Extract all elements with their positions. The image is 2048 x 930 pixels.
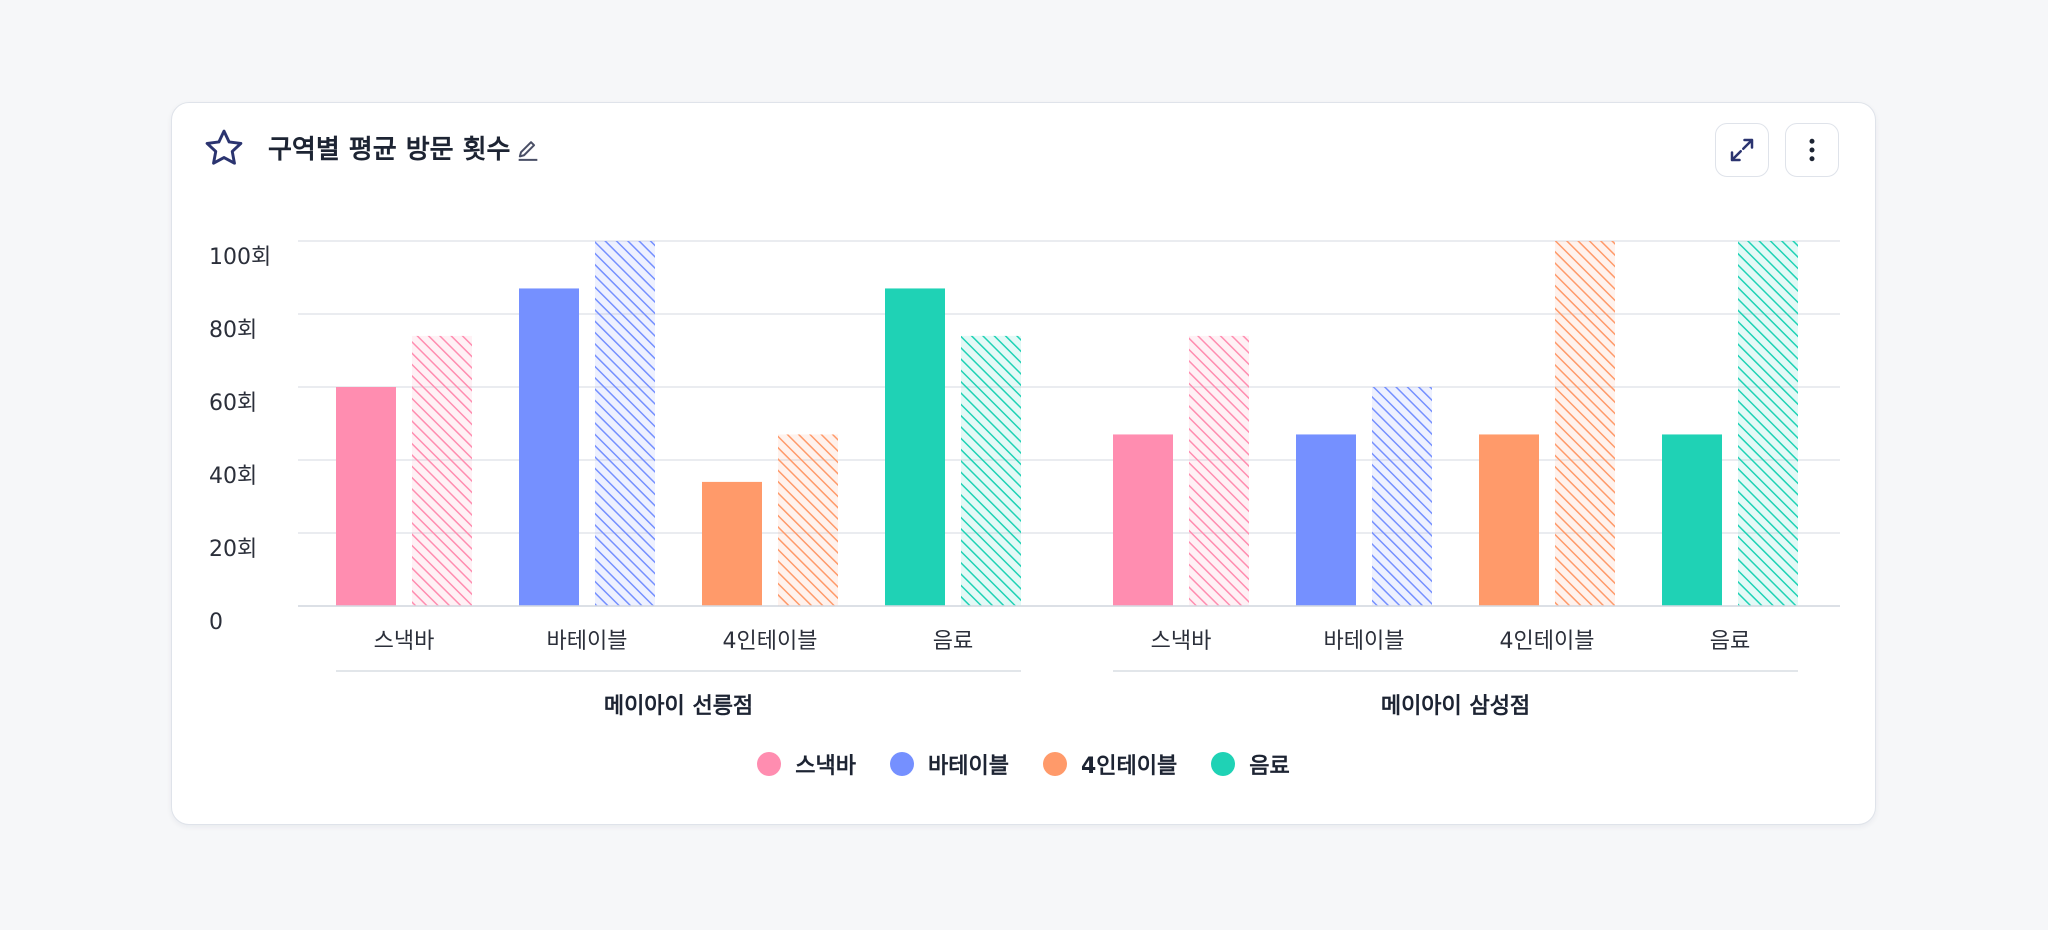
pencil-icon[interactable] xyxy=(514,136,542,164)
legend-item[interactable]: 바테이블 xyxy=(890,748,1009,780)
star-icon[interactable] xyxy=(202,126,246,170)
more-options-button[interactable] xyxy=(1785,123,1839,177)
chart-card: 구역별 평균 방문 횟수 0 20회 40회 60회 80회 100회 스낵바 바테이블 4인테… xyxy=(171,102,1876,825)
expand-button[interactable] xyxy=(1715,123,1769,177)
more-vertical-icon xyxy=(1809,138,1815,162)
y-tick-label: 80회 xyxy=(209,318,257,343)
bar-hatched[interactable] xyxy=(1555,241,1615,606)
y-tick-label: 20회 xyxy=(209,537,257,562)
bar-solid[interactable] xyxy=(1296,434,1356,606)
bar-hatched[interactable] xyxy=(412,335,472,606)
bar-solid[interactable] xyxy=(336,387,396,606)
y-tick-label: 100회 xyxy=(209,245,271,270)
card-title: 구역별 평균 방문 횟수 xyxy=(268,135,511,165)
x-tick-label: 4인테이블 xyxy=(723,629,818,654)
bar-solid[interactable] xyxy=(1479,434,1539,606)
legend-label: 스낵바 xyxy=(795,754,856,779)
bar-hatched[interactable] xyxy=(1372,387,1432,606)
bar-hatched[interactable] xyxy=(1189,335,1249,606)
card-header: 구역별 평균 방문 횟수 xyxy=(172,103,1875,213)
y-tick-label: 60회 xyxy=(209,391,257,416)
bar-solid[interactable] xyxy=(1662,434,1722,606)
bar-hatched[interactable] xyxy=(778,434,838,606)
legend-item[interactable]: 스낵바 xyxy=(757,748,856,780)
legend-label: 음료 xyxy=(1249,754,1290,779)
y-tick-label: 40회 xyxy=(209,464,257,489)
group-label: 메이아이 선릉점 xyxy=(604,694,753,719)
bar-solid[interactable] xyxy=(885,288,945,606)
x-tick-label: 음료 xyxy=(933,629,973,654)
group-label: 메이아이 삼성점 xyxy=(1381,694,1530,719)
bar-hatched[interactable] xyxy=(961,335,1021,606)
x-tick-label: 4인테이블 xyxy=(1500,629,1595,654)
expand-icon xyxy=(1730,138,1754,162)
x-tick-label: 스낵바 xyxy=(374,629,435,654)
x-tick-label: 음료 xyxy=(1710,629,1750,654)
bar-solid[interactable] xyxy=(702,481,762,606)
legend-swatch xyxy=(757,752,782,776)
chart-legend: 스낵바 바테이블 4인테이블 음료 xyxy=(172,746,1875,782)
x-tick-label: 바테이블 xyxy=(1324,629,1405,654)
legend-label: 바테이블 xyxy=(928,754,1009,779)
legend-swatch xyxy=(890,752,914,776)
y-tick-label: 0 xyxy=(209,610,223,635)
bar-solid[interactable] xyxy=(1113,434,1173,606)
bar-hatched[interactable] xyxy=(595,241,655,606)
bar-solid[interactable] xyxy=(519,288,579,606)
x-tick-label: 스낵바 xyxy=(1151,629,1212,654)
legend-swatch xyxy=(1042,752,1067,776)
x-tick-label: 바테이블 xyxy=(547,629,628,654)
legend-label: 4인테이블 xyxy=(1080,754,1178,779)
legend-item[interactable]: 음료 xyxy=(1211,748,1290,780)
legend-item[interactable]: 4인테이블 xyxy=(1042,748,1178,780)
bar-hatched[interactable] xyxy=(1738,241,1798,606)
legend-swatch xyxy=(1211,752,1236,776)
